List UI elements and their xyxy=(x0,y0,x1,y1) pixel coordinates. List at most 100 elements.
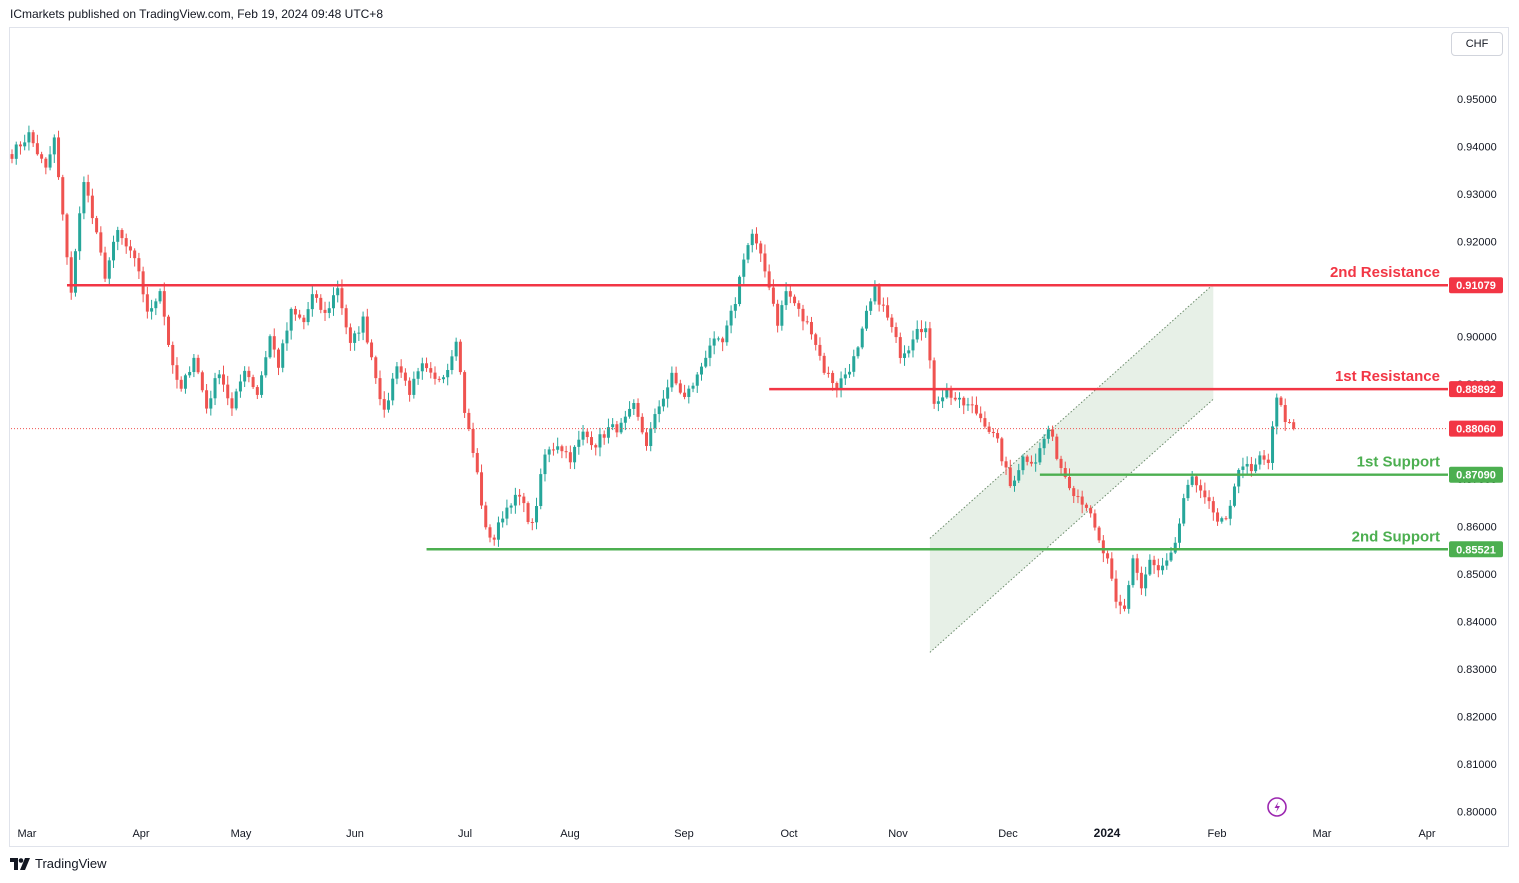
candle-body xyxy=(966,404,970,406)
lightning-icon[interactable] xyxy=(1267,797,1287,817)
candle-body xyxy=(395,366,399,379)
candle-body xyxy=(331,295,335,309)
candle-body xyxy=(370,342,374,358)
level-price-tag xyxy=(1449,541,1503,558)
candle-body xyxy=(200,372,204,391)
candle-body xyxy=(103,252,107,279)
candle-body xyxy=(167,316,171,345)
candle-body xyxy=(285,330,289,344)
candle-body xyxy=(873,286,877,302)
candle-body xyxy=(628,408,632,417)
candle-body xyxy=(958,397,962,400)
candle-body xyxy=(310,294,314,310)
candle-body xyxy=(911,339,915,351)
x-tick-label: 2024 xyxy=(1094,826,1121,840)
candle-body xyxy=(1254,464,1258,472)
x-tick-label: Apr xyxy=(132,828,149,840)
candle-body xyxy=(839,378,843,390)
candle-body xyxy=(374,357,378,379)
candle-body xyxy=(171,344,175,366)
time-axis[interactable]: Mar Apr May Jun Jul Aug Sep Oct Nov Dec 2024 Feb Mar… xyxy=(18,826,1436,840)
channel-upper-line xyxy=(929,283,1214,539)
candle-body xyxy=(581,431,585,440)
candle-body xyxy=(674,372,678,384)
candle-body xyxy=(205,390,209,409)
candle-body xyxy=(209,398,213,409)
candle-body xyxy=(441,377,445,380)
candle-body xyxy=(814,334,818,345)
price-axis[interactable]: 0.950000.940000.930000.920000.910000.900… xyxy=(1457,94,1497,819)
candle-body xyxy=(133,250,137,259)
candle-body xyxy=(116,230,120,242)
candle-body xyxy=(429,368,433,373)
candle-body xyxy=(1139,572,1143,589)
candle-body xyxy=(619,422,623,433)
y-tick-label: 0.92000 xyxy=(1457,237,1497,249)
candle-body xyxy=(1203,490,1207,498)
candle-body xyxy=(86,182,90,196)
candle-body xyxy=(412,378,416,395)
candle-body xyxy=(860,328,864,348)
currency-selector[interactable]: CHF xyxy=(1451,32,1503,56)
candle-body xyxy=(27,132,31,143)
candle-body xyxy=(945,389,949,398)
candle-body xyxy=(556,446,560,450)
candle-body xyxy=(1148,559,1152,575)
candle-body xyxy=(1110,558,1114,579)
candle-body xyxy=(535,506,539,523)
x-tick-label: Jul xyxy=(458,828,472,840)
candle-body xyxy=(1262,455,1266,460)
candle-body xyxy=(467,412,471,429)
candle-body xyxy=(1173,542,1177,553)
candle-body xyxy=(670,372,674,388)
candle-body xyxy=(890,317,894,328)
candle-body xyxy=(738,276,742,305)
candle-body xyxy=(289,308,293,331)
candle-body xyxy=(222,374,225,385)
candle-body xyxy=(40,154,44,159)
candle-body xyxy=(949,389,953,398)
candle-body xyxy=(1084,504,1088,508)
candle-body xyxy=(175,365,179,380)
candle-body xyxy=(831,372,835,384)
candle-body xyxy=(991,431,995,434)
channel-fill xyxy=(929,284,1214,653)
candle-body xyxy=(1063,468,1067,477)
candle-body xyxy=(729,310,733,326)
candle-body xyxy=(560,446,564,452)
candle-body xyxy=(1271,426,1275,463)
candle-body xyxy=(226,384,230,399)
candle-body xyxy=(480,472,484,506)
candle-body xyxy=(678,383,682,393)
candle-body xyxy=(848,371,852,375)
candle-body xyxy=(1182,498,1186,524)
candle-body xyxy=(386,400,390,410)
y-tick-label: 0.90000 xyxy=(1457,332,1497,344)
candle-body xyxy=(1283,405,1287,423)
candle-body xyxy=(780,305,784,326)
y-tick-label: 0.95000 xyxy=(1457,94,1497,106)
candle-body xyxy=(391,378,395,401)
candle-body xyxy=(420,363,424,372)
candle-body xyxy=(1114,578,1118,602)
channel-lower-line xyxy=(929,398,1214,653)
candle-body xyxy=(433,372,437,379)
level-price-tag xyxy=(1449,466,1503,483)
candle-body xyxy=(721,338,725,343)
candle-body xyxy=(348,327,352,343)
candle-body xyxy=(154,301,158,309)
footer-brand[interactable]: TradingView xyxy=(10,856,107,871)
candle-body xyxy=(1287,422,1291,424)
candle-body xyxy=(1220,518,1224,522)
candle-body xyxy=(1224,518,1228,520)
candle-body xyxy=(183,375,187,389)
candle-body xyxy=(501,518,505,523)
candle-body xyxy=(547,449,551,455)
candle-body xyxy=(898,337,902,358)
candle-body xyxy=(1025,456,1029,462)
candle-body xyxy=(425,363,429,369)
candle-body xyxy=(615,424,619,433)
candle-body xyxy=(251,377,255,388)
candle-body xyxy=(1237,469,1241,487)
